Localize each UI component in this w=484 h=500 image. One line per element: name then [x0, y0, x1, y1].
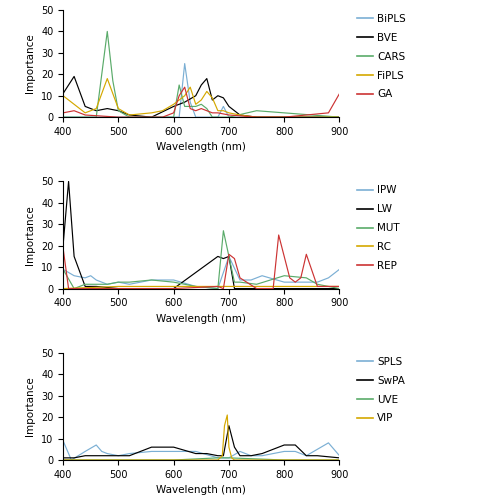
- Legend: SPLS, SwPA, UVE, VIP: SPLS, SwPA, UVE, VIP: [352, 352, 408, 428]
- X-axis label: Wavelength (nm): Wavelength (nm): [156, 486, 246, 496]
- X-axis label: Wavelength (nm): Wavelength (nm): [156, 142, 246, 152]
- Y-axis label: Importance: Importance: [25, 205, 35, 265]
- X-axis label: Wavelength (nm): Wavelength (nm): [156, 314, 246, 324]
- Y-axis label: Importance: Importance: [25, 34, 35, 94]
- Legend: IPW, LW, MUT, RC, REP: IPW, LW, MUT, RC, REP: [352, 182, 403, 275]
- Legend: BiPLS, BVE, CARS, FiPLS, GA: BiPLS, BVE, CARS, FiPLS, GA: [352, 10, 409, 104]
- Y-axis label: Importance: Importance: [25, 376, 35, 436]
